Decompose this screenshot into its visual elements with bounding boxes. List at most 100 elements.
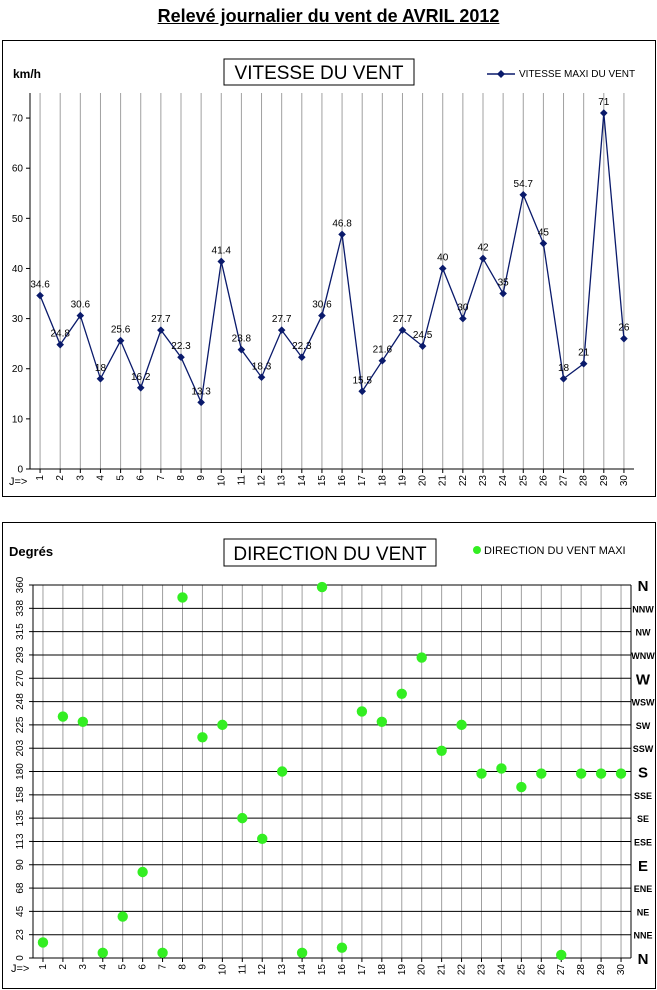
x-tick-label: 14	[297, 475, 308, 487]
compass-label: SW	[636, 721, 651, 731]
direction-point	[157, 947, 168, 959]
x-tick-label: 18	[377, 475, 388, 487]
direction-point	[496, 763, 507, 774]
x-tick-label: 30	[619, 475, 630, 487]
compass-label: SSW	[633, 744, 654, 754]
speed-point	[519, 190, 528, 199]
speed-data-label: 25.6	[111, 325, 131, 336]
speed-data-label: 30.6	[71, 300, 91, 311]
speed-data-label: 15.5	[352, 375, 372, 386]
x-tick-label: 9	[196, 475, 207, 481]
x-tick-label: 6	[138, 964, 149, 970]
x-tick-label: 19	[397, 964, 408, 976]
x-tick-label: 3	[75, 475, 86, 481]
speed-data-label: 35	[498, 278, 510, 289]
x-tick-label: 14	[297, 964, 308, 976]
speed-point	[197, 398, 205, 407]
y-tick-label: 135	[15, 809, 26, 826]
y-tick-label: 60	[12, 164, 24, 175]
x-tick-label: 26	[538, 475, 549, 487]
x-tick-label: 11	[237, 964, 248, 975]
x-tick-label: 24	[498, 475, 509, 487]
speed-data-label: 71	[598, 97, 610, 108]
speed-point	[76, 311, 85, 320]
speed-data-label: 18	[95, 363, 107, 374]
speed-data-label: 27.7	[151, 314, 171, 325]
speed-data-label: 18.3	[252, 361, 272, 372]
x-tick-label: 26	[536, 964, 547, 976]
legend-label: DIRECTION DU VENT MAXI	[484, 545, 626, 557]
y-tick-label: 50	[12, 214, 24, 225]
x-tick-label: 4	[98, 964, 109, 970]
compass-label: WSW	[632, 698, 655, 708]
x-tick-label: 22	[458, 475, 469, 487]
speed-point	[499, 289, 507, 298]
speed-point	[539, 239, 548, 248]
compass-label: W	[636, 671, 651, 688]
y-tick-label: 23	[15, 929, 26, 941]
x-tick-label: 3	[78, 964, 89, 970]
y-tick-label: 0	[17, 465, 23, 476]
direction-point	[536, 768, 547, 779]
speed-point	[338, 230, 346, 239]
x-tick-label: 8	[178, 964, 189, 970]
speed-point	[398, 326, 407, 334]
chart-title: VITESSE DU VENT	[235, 63, 404, 84]
x-tick-label: 1	[35, 475, 46, 481]
speed-data-label: 22.3	[171, 341, 191, 352]
speed-point	[479, 254, 487, 263]
x-axis-prefix: J=>	[9, 476, 27, 488]
speed-point	[56, 340, 64, 349]
x-tick-label: 27	[559, 475, 570, 487]
direction-point	[57, 711, 69, 722]
x-tick-label: 5	[118, 964, 129, 970]
x-tick-label: 1	[38, 964, 49, 970]
x-tick-label: 23	[478, 475, 489, 487]
speed-point	[418, 342, 427, 350]
direction-point	[77, 716, 89, 727]
x-tick-label: 25	[516, 964, 527, 976]
x-tick-label: 9	[197, 964, 208, 970]
compass-label: N	[638, 951, 649, 968]
y-tick-label: 20	[12, 364, 24, 375]
y-tick-label: 45	[15, 905, 26, 917]
compass-label: E	[638, 858, 648, 875]
legend-label: VITESSE MAXI DU VENT	[519, 69, 635, 80]
x-tick-label: 25	[518, 475, 529, 487]
x-tick-label: 20	[417, 964, 428, 976]
speed-point	[96, 374, 105, 383]
y-tick-label: 248	[15, 693, 26, 710]
speed-point	[600, 109, 608, 117]
speed-point	[298, 353, 306, 362]
speed-data-label: 21	[578, 348, 590, 359]
chart-title: DIRECTION DU VENT	[233, 544, 427, 565]
x-tick-label: 27	[556, 964, 567, 976]
speed-point	[559, 374, 568, 383]
direction-point	[476, 768, 487, 779]
x-tick-label: 2	[58, 964, 69, 970]
x-tick-label: 30	[616, 964, 627, 976]
speed-data-label: 45	[538, 227, 550, 238]
direction-point	[257, 833, 268, 845]
direction-point	[356, 706, 368, 717]
x-tick-label: 21	[438, 475, 449, 487]
direction-point	[516, 781, 527, 793]
direction-point	[336, 942, 348, 953]
speed-point	[358, 387, 366, 396]
speed-data-label: 30.6	[312, 300, 332, 311]
speed-point	[459, 314, 467, 323]
speed-data-label: 21.6	[373, 345, 393, 356]
direction-point	[376, 716, 388, 727]
y-tick-label: 360	[15, 576, 26, 593]
direction-point	[97, 947, 108, 959]
direction-point	[595, 768, 607, 779]
y-tick-label: 10	[12, 414, 24, 425]
speed-data-label: 16.2	[131, 372, 151, 383]
x-tick-label: 29	[596, 964, 607, 976]
y-tick-label: 0	[15, 955, 26, 961]
speed-data-label: 24.8	[50, 329, 70, 340]
speed-data-label: 34.6	[30, 280, 50, 291]
title-box	[223, 538, 437, 567]
compass-label: ESE	[634, 837, 652, 847]
